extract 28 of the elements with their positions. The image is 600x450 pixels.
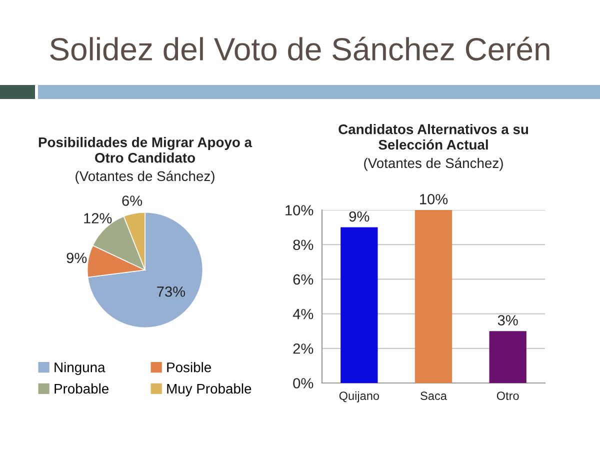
- y-tick-label: 0%: [293, 378, 314, 388]
- y-tick-label: 6%: [293, 274, 314, 285]
- bar: [340, 227, 378, 383]
- bar: [414, 210, 452, 383]
- data-label: 9%: [66, 252, 87, 264]
- text: Solidez del Voto de Sánchez Cerén: [50, 36, 550, 61]
- data-label: 12%: [84, 213, 112, 224]
- legend-label: Ninguna: [54, 362, 106, 376]
- data-label: 9%: [349, 211, 370, 222]
- chart-title: Candidatos Alternativos a su Selección Actual: [338, 124, 528, 150]
- chart-title: Posibilidades de Migrar Apoyo a Otro Candidato: [38, 137, 252, 163]
- data-label: 10%: [420, 194, 448, 204]
- data-label: 73%: [157, 286, 186, 297]
- bar: [489, 331, 526, 383]
- y-tick-label: 2%: [293, 344, 314, 354]
- y-tick-label: 8%: [293, 240, 314, 250]
- x-tick-label: Saca: [420, 392, 447, 400]
- chart-subtitle: (Votantes de Sánchez): [76, 170, 214, 184]
- x-tick-label: Otro: [496, 392, 519, 400]
- x-tick-label: Quijano: [339, 391, 380, 402]
- legend-label: Posible: [167, 362, 211, 372]
- data-label: 6%: [122, 196, 142, 206]
- y-tick-label: 4%: [292, 308, 314, 320]
- y-tick-label: 10%: [286, 205, 314, 216]
- legend-label: Probable: [54, 383, 109, 394]
- legend-label: Muy Probable: [167, 383, 252, 396]
- chart-subtitle: (Votantes de Sánchez): [364, 158, 503, 171]
- data-label: 3%: [498, 315, 518, 326]
